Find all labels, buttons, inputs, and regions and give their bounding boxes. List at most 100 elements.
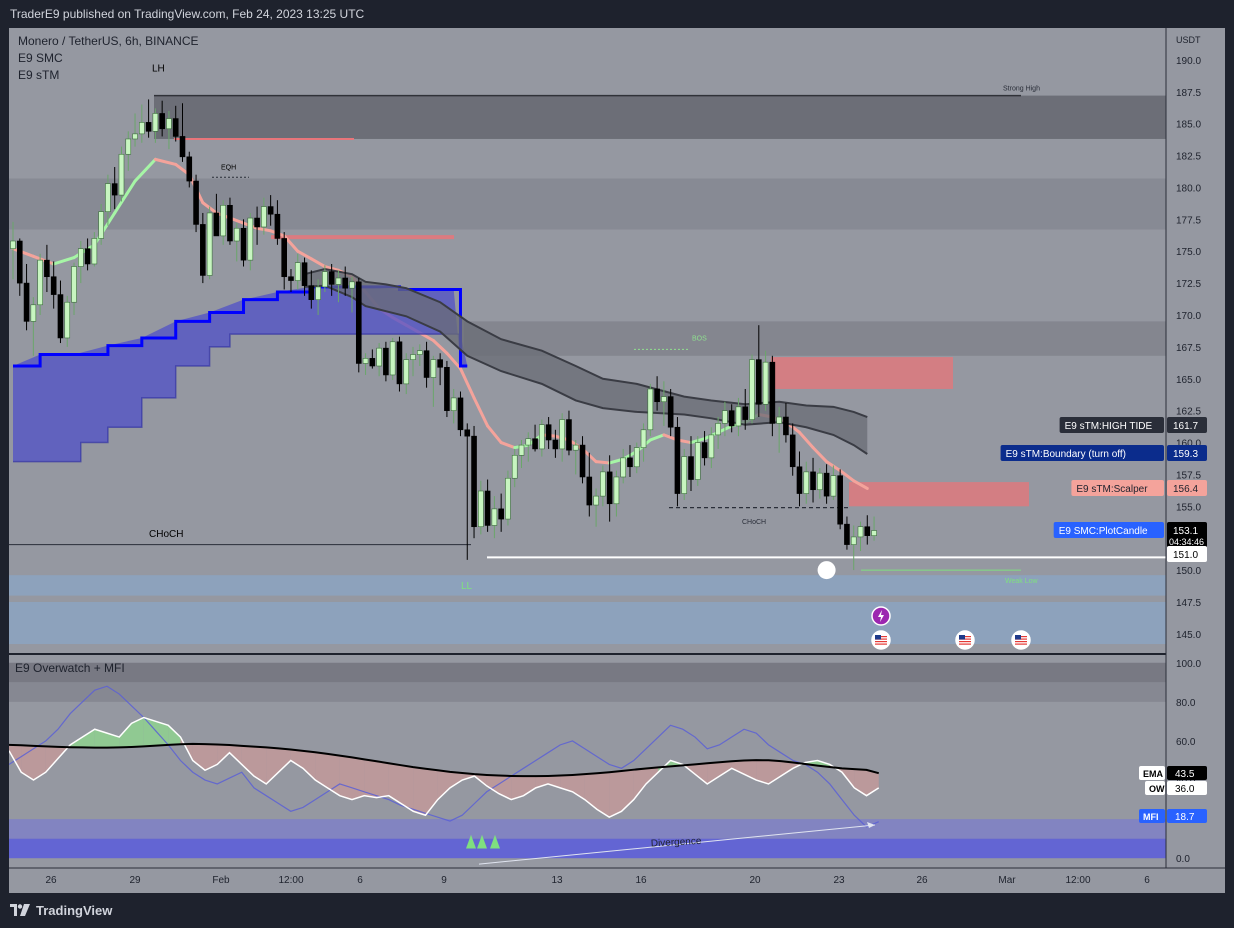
osc-marker	[490, 834, 500, 849]
time-tick: 13	[551, 875, 563, 886]
candle-body	[755, 359, 762, 405]
candle-body	[464, 429, 471, 437]
osc-fill	[719, 761, 732, 777]
candle-body	[335, 277, 342, 285]
candle-body	[817, 472, 823, 491]
price-label-value-bg	[1167, 445, 1207, 461]
us-flag-icon	[955, 630, 975, 650]
price-tick: 187.5	[1176, 88, 1201, 99]
divergence-arrowhead	[867, 822, 875, 828]
candle-body	[342, 277, 349, 289]
price-label-tag-bg	[1000, 445, 1164, 461]
candle-body	[416, 350, 423, 355]
osc-fill	[217, 744, 230, 765]
osc-fill	[45, 746, 58, 773]
candle-body	[484, 490, 491, 526]
flag-stripe	[1015, 641, 1027, 643]
candle-body	[37, 259, 43, 306]
candle-body	[16, 240, 23, 284]
annotation-divergence: Divergence	[651, 836, 703, 850]
candle-body	[267, 206, 274, 215]
osc-label-value: 18.7	[1175, 812, 1195, 823]
osc-label-tag: EMA	[1143, 769, 1164, 779]
tradingview-footer[interactable]: TradingView	[10, 900, 112, 920]
candle-body	[383, 347, 389, 376]
candle-body	[389, 341, 396, 376]
candle-body	[532, 438, 538, 450]
low-marker	[817, 561, 836, 580]
price-label-tag-bg	[1071, 480, 1164, 496]
candle-body	[50, 276, 57, 295]
osc-fill	[156, 721, 169, 746]
price-label-value-bg	[1167, 480, 1207, 496]
candle-body	[206, 212, 213, 276]
candle-body	[518, 444, 525, 456]
candle-body	[586, 476, 593, 506]
price-label-value: 159.3	[1173, 449, 1198, 460]
chart-canvas[interactable]: LH EQH CHoCH CHoCH BOS LL Strong High Weak Low M…	[9, 28, 1225, 893]
price-tick: 150.0	[1176, 566, 1201, 577]
osc-tick: 0.0	[1176, 854, 1190, 865]
chart-area[interactable]: LH EQH CHoCH CHoCH BOS LL Strong High Weak Low M…	[9, 28, 1225, 893]
time-tick: 6	[357, 875, 363, 886]
flag-canton	[875, 635, 881, 640]
price-label-tag-bg	[1053, 522, 1164, 538]
osc-fill	[168, 725, 181, 745]
osc-label-group: EMA 43.5	[1139, 766, 1207, 780]
scalper-segment	[472, 396, 490, 428]
osc-fill	[339, 755, 352, 800]
candle-body	[186, 156, 193, 182]
candle-body	[145, 122, 152, 132]
osc-label-tag-bg	[1139, 809, 1165, 823]
osc-ob-band-dark	[9, 662, 1166, 683]
candle-body	[172, 118, 179, 137]
candle-body	[701, 442, 708, 459]
osc-tick: 100.0	[1176, 659, 1201, 670]
candle-body	[10, 240, 16, 249]
osc-fill	[388, 763, 401, 804]
osc-os-band-dark	[9, 838, 1166, 859]
price-label-group: E9 SMC:PlotCandle 153.104:34:46	[1053, 522, 1207, 548]
scalper-segment	[72, 243, 96, 260]
candle-body	[349, 281, 355, 289]
price-tick: 177.5	[1176, 215, 1201, 226]
time-tick: 20	[749, 875, 761, 886]
osc-fill	[756, 760, 769, 784]
osc-label-group: OW 36.0	[1145, 781, 1207, 795]
osc-fill	[205, 744, 218, 771]
candle-body	[640, 429, 647, 448]
annotation-bos: BOS	[692, 336, 707, 343]
series-ow	[9, 716, 880, 819]
price-label-tag: E9 sTM:HIGH TIDE	[1065, 421, 1153, 432]
osc-fill	[241, 745, 254, 777]
candle-body	[57, 294, 64, 339]
candle-body	[552, 439, 559, 450]
candle-body	[30, 304, 37, 322]
osc-label-value-bg	[1167, 766, 1207, 780]
osc-fill	[254, 746, 267, 784]
osc-fill	[511, 775, 524, 800]
candle-body	[681, 456, 688, 494]
scalper-segment	[811, 446, 829, 464]
candle-body	[430, 359, 437, 378]
osc-fill	[486, 774, 499, 794]
currency-label: USDT	[1176, 35, 1201, 45]
candle-body	[593, 495, 599, 506]
event-icon-bg	[871, 630, 891, 650]
price-tick: 190.0	[1176, 56, 1201, 67]
series-ema	[9, 742, 880, 778]
candle-body	[871, 530, 877, 536]
candle-body	[261, 206, 267, 228]
price-tick: 182.5	[1176, 152, 1201, 163]
scalper-segment	[594, 460, 612, 465]
oscillator-title: E9 Overwatch + MFI	[15, 661, 125, 675]
scalper-segment	[31, 254, 56, 266]
candle-body	[227, 204, 233, 242]
candle-body	[633, 447, 640, 468]
candle-body	[728, 410, 735, 427]
price-tick: 175.0	[1176, 247, 1201, 258]
time-tick: 26	[45, 875, 57, 886]
candle-body	[837, 475, 843, 525]
candle-body	[355, 281, 362, 364]
flag-stripe	[959, 643, 971, 645]
